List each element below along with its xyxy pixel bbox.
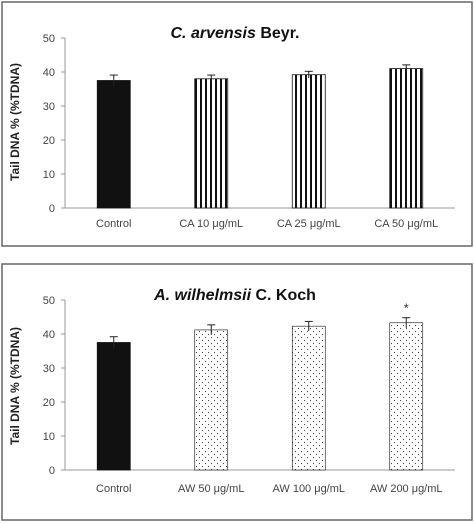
y-tick-label: 10 — [43, 431, 55, 443]
x-category-label: Control — [96, 483, 131, 495]
chart-title-italic: A. wilhelmsii — [153, 287, 251, 304]
significance-marker: * — [404, 301, 409, 316]
y-axis-label: Tail DNA % (%TDNA) — [8, 63, 22, 181]
x-category-label: CA 10 μg/mL — [179, 218, 243, 230]
x-category-label: CA 50 μg/mL — [374, 218, 438, 230]
y-tick-label: 20 — [43, 135, 55, 147]
chart-title-rest: C. Koch — [251, 287, 316, 304]
bar-2 — [194, 78, 229, 209]
chart-title: C. arvensis Beyr. — [171, 25, 300, 42]
y-tick-label: 20 — [43, 397, 55, 409]
bar-2 — [194, 329, 229, 471]
x-category-label: AW 200 μg/mL — [370, 483, 443, 495]
y-tick-label: 40 — [43, 329, 55, 341]
x-category-label: AW 100 μg/mL — [272, 483, 345, 495]
x-category-label: CA 25 μg/mL — [277, 218, 341, 230]
bar-4 — [389, 322, 424, 471]
y-tick-label: 40 — [43, 67, 55, 79]
chart-title-italic: C. arvensis — [171, 25, 256, 42]
x-category-label: AW 50 μg/mL — [178, 483, 244, 495]
chart-panel-a-wilhelmsii: A. wilhelmsii C. Koch Tail DNA % (%TDNA)… — [8, 287, 455, 495]
y-tick-label: 30 — [43, 101, 55, 113]
y-tick-label: 30 — [43, 363, 55, 375]
bar-1 — [96, 342, 131, 471]
x-category-label: Control — [96, 218, 131, 230]
bar-3 — [291, 74, 326, 209]
chart-title-rest: Beyr. — [256, 25, 300, 42]
y-tick-label: 0 — [49, 465, 55, 477]
bar-1 — [96, 80, 131, 209]
chart-title: A. wilhelmsii C. Koch — [153, 287, 316, 304]
chart-panel-c-arvensis: C. arvensis Beyr. Tail DNA % (%TDNA) 0 10… — [8, 25, 455, 230]
y-tick-label: 50 — [43, 33, 55, 45]
y-tick-label: 10 — [43, 169, 55, 181]
bar-3 — [291, 325, 326, 471]
y-tick-label: 0 — [49, 203, 55, 215]
y-axis-label: Tail DNA % (%TDNA) — [8, 327, 22, 445]
y-tick-label: 50 — [43, 295, 55, 307]
bar-4 — [389, 68, 424, 209]
